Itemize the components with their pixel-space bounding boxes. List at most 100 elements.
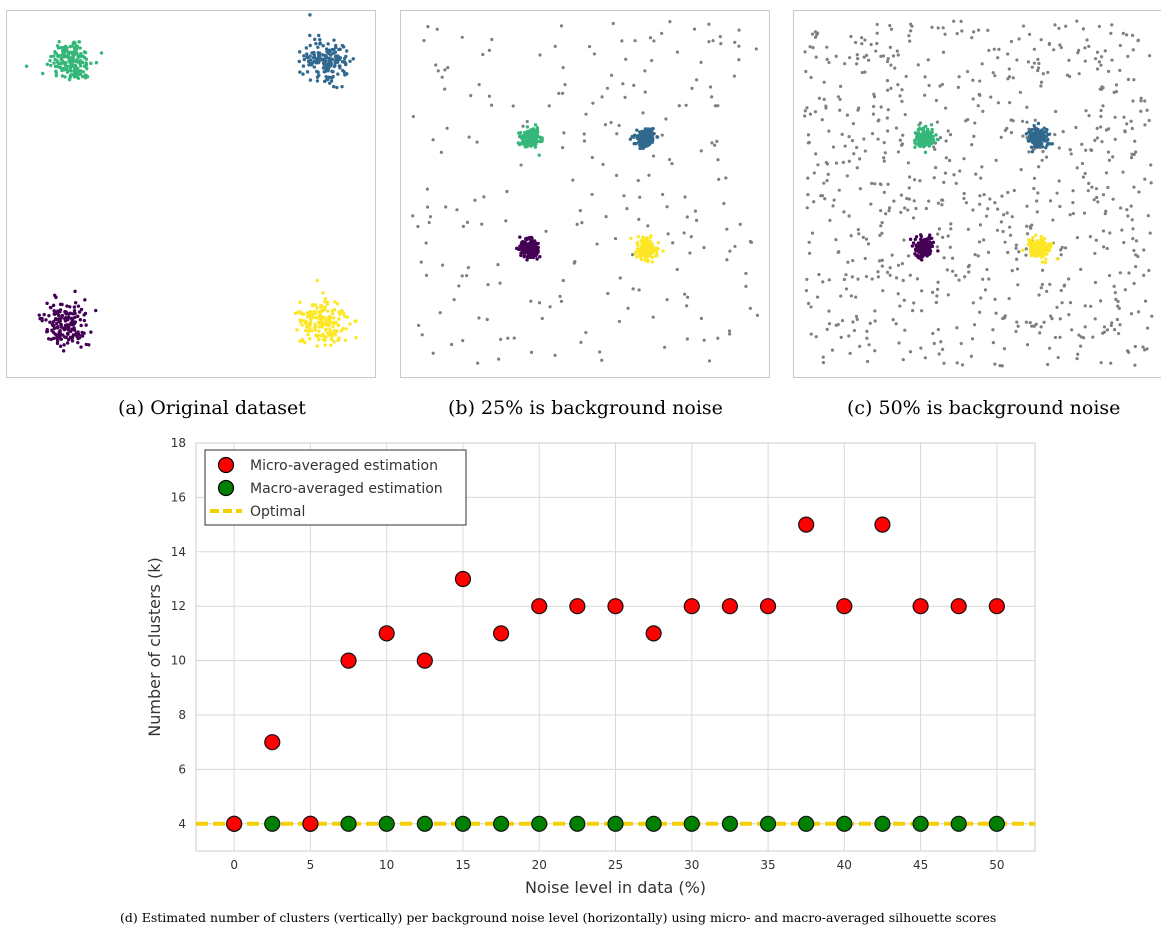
cluster-point bbox=[928, 133, 932, 138]
noise-point bbox=[935, 245, 939, 249]
noise-point bbox=[1032, 176, 1037, 180]
noise-point bbox=[876, 119, 880, 123]
cluster-point bbox=[85, 66, 89, 71]
noise-point bbox=[1134, 150, 1138, 154]
noise-point bbox=[848, 56, 852, 60]
noise-point bbox=[806, 176, 810, 180]
cluster-point bbox=[341, 326, 345, 331]
cluster-point bbox=[59, 61, 63, 66]
noise-point bbox=[1032, 324, 1036, 328]
cluster-point bbox=[94, 61, 99, 65]
noise-point bbox=[1025, 204, 1029, 208]
noise-point bbox=[983, 288, 988, 292]
caption-noise-25: (b) 25% is background noise bbox=[448, 397, 723, 419]
noise-point bbox=[846, 260, 850, 264]
cluster-point bbox=[321, 44, 325, 48]
noise-point bbox=[553, 353, 557, 357]
cluster-point bbox=[536, 250, 540, 254]
cluster-point bbox=[532, 128, 537, 133]
noise-point bbox=[907, 34, 911, 38]
noise-point bbox=[685, 304, 689, 308]
noise-point bbox=[970, 337, 975, 341]
noise-point bbox=[946, 234, 950, 238]
noise-point bbox=[438, 311, 442, 315]
macro-point bbox=[836, 815, 853, 832]
macro-point bbox=[874, 815, 891, 832]
noise-point bbox=[978, 79, 982, 83]
cluster-point bbox=[66, 332, 70, 336]
cluster-point bbox=[77, 40, 82, 44]
cluster-point bbox=[63, 335, 67, 339]
noise-point bbox=[469, 94, 473, 98]
micro-point bbox=[645, 625, 662, 642]
cluster-point bbox=[320, 58, 324, 62]
noise-point bbox=[1046, 70, 1050, 75]
cluster-point bbox=[63, 44, 68, 49]
cluster-point bbox=[936, 249, 940, 253]
noise-point bbox=[863, 70, 867, 74]
cluster-point bbox=[295, 328, 299, 332]
noise-point bbox=[1050, 316, 1054, 321]
noise-point bbox=[420, 333, 424, 337]
noise-point bbox=[888, 45, 892, 49]
noise-point bbox=[677, 104, 681, 108]
noise-point bbox=[824, 104, 828, 108]
noise-point bbox=[1058, 335, 1062, 339]
noise-point bbox=[1132, 152, 1136, 157]
noise-point bbox=[847, 334, 851, 338]
noise-point bbox=[670, 162, 674, 166]
cluster-point bbox=[73, 315, 77, 320]
micro-point bbox=[264, 734, 281, 751]
cluster-point bbox=[72, 40, 76, 45]
noise-point bbox=[1068, 148, 1072, 152]
cluster-point bbox=[71, 333, 75, 337]
noise-point bbox=[717, 177, 721, 181]
noise-point bbox=[1079, 267, 1083, 271]
cluster-point bbox=[1050, 242, 1054, 246]
micro-point bbox=[569, 598, 586, 615]
noise-point bbox=[941, 50, 946, 54]
cluster-point bbox=[1039, 238, 1043, 242]
noise-point bbox=[1118, 271, 1122, 275]
noise-point bbox=[825, 57, 829, 61]
cluster-point bbox=[908, 237, 913, 242]
noise-point bbox=[489, 103, 494, 107]
cluster-point bbox=[317, 33, 321, 38]
noise-point bbox=[855, 317, 859, 321]
noise-point bbox=[1030, 65, 1034, 69]
noise-point bbox=[647, 173, 651, 177]
noise-point bbox=[834, 238, 838, 242]
cluster-point bbox=[1029, 145, 1034, 149]
noise-point bbox=[733, 244, 737, 249]
noise-point bbox=[1063, 246, 1068, 250]
noise-point bbox=[1131, 48, 1135, 52]
cluster-point bbox=[931, 134, 935, 139]
micro-point bbox=[340, 652, 357, 669]
noise-point bbox=[902, 298, 906, 302]
cluster-point bbox=[68, 311, 73, 315]
noise-point bbox=[1139, 99, 1143, 103]
cluster-point bbox=[59, 337, 64, 341]
noise-point bbox=[481, 52, 485, 57]
noise-point bbox=[713, 104, 718, 108]
noise-point bbox=[598, 350, 602, 354]
noise-point bbox=[1121, 170, 1125, 174]
noise-point bbox=[1147, 118, 1151, 123]
cluster-point bbox=[78, 69, 83, 73]
noise-point bbox=[573, 260, 577, 264]
noise-point bbox=[905, 196, 909, 201]
noise-point bbox=[886, 56, 890, 61]
cluster-point bbox=[45, 62, 50, 66]
noise-point bbox=[512, 336, 516, 340]
noise-point bbox=[499, 337, 503, 341]
cluster-point bbox=[68, 60, 72, 65]
noise-point bbox=[1008, 101, 1012, 105]
noise-point bbox=[695, 78, 699, 82]
noise-point bbox=[1139, 109, 1143, 113]
noise-point bbox=[1071, 211, 1075, 216]
y-tick-label: 6 bbox=[178, 762, 186, 776]
noise-point bbox=[529, 299, 533, 303]
cluster-point bbox=[306, 315, 310, 319]
noise-point bbox=[937, 352, 941, 356]
noise-point bbox=[1143, 99, 1147, 103]
